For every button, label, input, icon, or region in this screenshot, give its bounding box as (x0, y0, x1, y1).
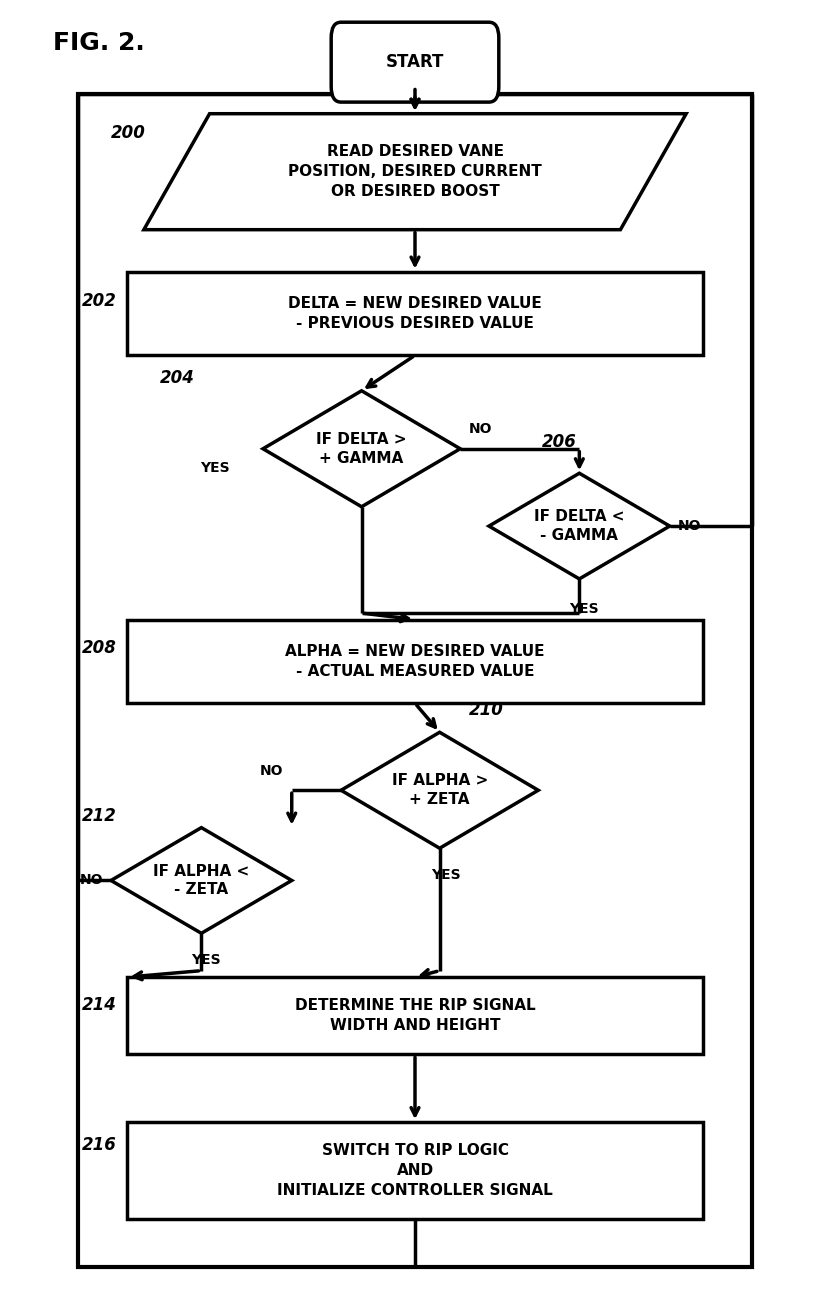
Bar (128, 271, 702, 355)
Text: 206: 206 (542, 433, 577, 451)
Text: IF ALPHA >
+ ZETA: IF ALPHA > + ZETA (392, 773, 488, 807)
Text: ALPHA = NEW DESIRED VALUE
- ACTUAL MEASURED VALUE: ALPHA = NEW DESIRED VALUE - ACTUAL MEASU… (286, 645, 544, 678)
Polygon shape (341, 733, 538, 848)
Text: IF DELTA <
- GAMMA: IF DELTA < - GAMMA (534, 510, 625, 543)
Bar (128, 977, 702, 1054)
Text: 212: 212 (82, 807, 117, 825)
Bar (128, 620, 702, 703)
Text: SWITCH TO RIP LOGIC
AND
INITIALIZE CONTROLLER SIGNAL: SWITCH TO RIP LOGIC AND INITIALIZE CONTR… (277, 1143, 553, 1197)
Polygon shape (144, 114, 686, 230)
Polygon shape (111, 827, 292, 934)
Text: NO: NO (80, 873, 103, 887)
Text: NO: NO (260, 764, 284, 778)
Text: FIG. 2.: FIG. 2. (53, 31, 145, 54)
Text: 214: 214 (82, 996, 117, 1014)
Text: START: START (386, 53, 444, 71)
Text: 204: 204 (160, 368, 195, 387)
Text: YES: YES (201, 462, 230, 475)
Text: 200: 200 (111, 125, 146, 143)
Text: NO: NO (678, 519, 701, 533)
Text: 210: 210 (468, 702, 503, 720)
Text: YES: YES (191, 952, 220, 966)
Text: NO: NO (468, 423, 492, 436)
Text: IF DELTA >
+ GAMMA: IF DELTA > + GAMMA (316, 432, 407, 466)
Polygon shape (263, 390, 460, 507)
FancyBboxPatch shape (331, 22, 499, 102)
Bar (78, 95, 752, 1267)
Polygon shape (489, 473, 670, 578)
Text: YES: YES (569, 602, 598, 616)
Text: 202: 202 (82, 292, 117, 310)
Text: DETERMINE THE RIP SIGNAL
WIDTH AND HEIGHT: DETERMINE THE RIP SIGNAL WIDTH AND HEIGH… (295, 999, 535, 1034)
Text: YES: YES (432, 868, 461, 882)
Text: 208: 208 (82, 639, 117, 658)
Bar (128, 1122, 702, 1219)
Text: DELTA = NEW DESIRED VALUE
- PREVIOUS DESIRED VALUE: DELTA = NEW DESIRED VALUE - PREVIOUS DES… (288, 296, 542, 331)
Text: IF ALPHA <
- ZETA: IF ALPHA < - ZETA (154, 864, 250, 898)
Text: 216: 216 (82, 1136, 117, 1153)
Text: READ DESIRED VANE
POSITION, DESIRED CURRENT
OR DESIRED BOOST: READ DESIRED VANE POSITION, DESIRED CURR… (288, 144, 542, 198)
